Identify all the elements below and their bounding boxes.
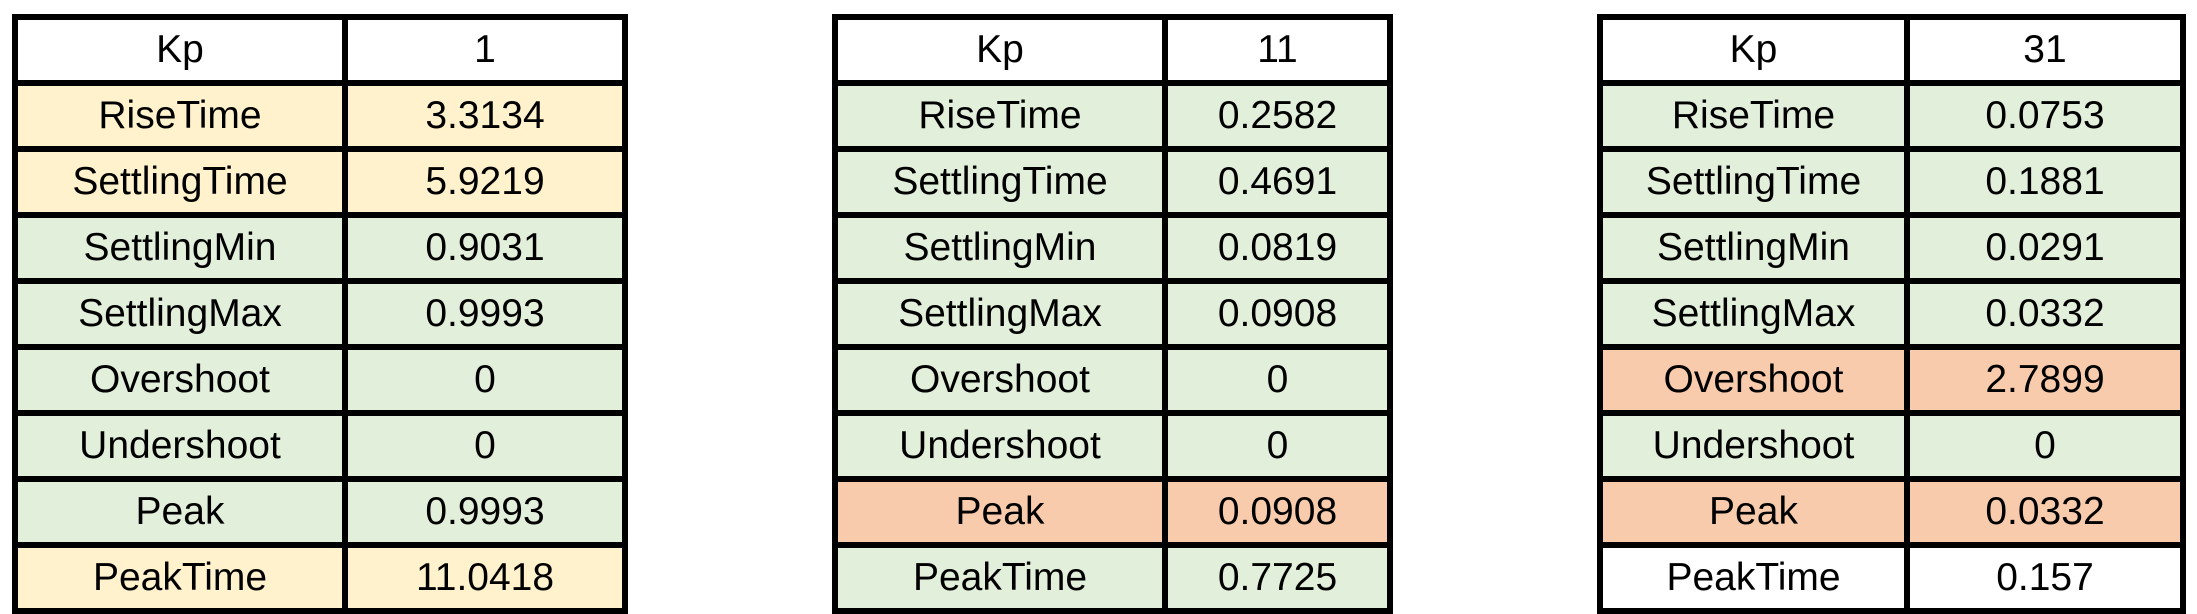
table-row: SettlingMax 0.0908	[832, 278, 1393, 350]
table-row: SettlingMax 0.9993	[12, 278, 628, 350]
metrics-table-kp-1: Kp 1 RiseTime 3.3134 SettlingTime 5.9219 Settl…	[12, 14, 628, 614]
table-row: Overshoot 0	[832, 344, 1393, 416]
metric-value-cell: 0.0753	[1904, 80, 2186, 152]
metric-value-cell: 0.0908	[1162, 476, 1393, 548]
table-body: Kp 1 RiseTime 3.3134 SettlingTime 5.9219 Settl…	[12, 14, 628, 614]
metric-label-cell: Overshoot	[832, 344, 1168, 416]
metric-label-cell: SettlingMax	[832, 278, 1168, 350]
table-row: SettlingTime 0.4691	[832, 146, 1393, 218]
table-row: RiseTime 3.3134	[12, 80, 628, 152]
table-row: SettlingMin 0.0819	[832, 212, 1393, 284]
metric-label-cell: Undershoot	[12, 410, 348, 482]
header-value-cell: 31	[1904, 14, 2186, 86]
metric-label-cell: PeakTime	[832, 542, 1168, 614]
metric-label-cell: SettlingTime	[1597, 146, 1910, 218]
header-row: Kp 1	[12, 14, 628, 86]
table-body: Kp 31 RiseTime 0.0753 SettlingTime 0.1881 Sett…	[1597, 14, 2186, 614]
metric-value-cell: 3.3134	[342, 80, 628, 152]
metric-value-cell: 0	[342, 344, 628, 416]
metric-value-cell: 0.0332	[1904, 476, 2186, 548]
table-row: SettlingMax 0.0332	[1597, 278, 2186, 350]
metric-label-cell: Undershoot	[1597, 410, 1910, 482]
table-row: Peak 0.0908	[832, 476, 1393, 548]
metric-label-cell: SettlingMin	[1597, 212, 1910, 284]
header-value-cell: 11	[1162, 14, 1393, 86]
metric-value-cell: 5.9219	[342, 146, 628, 218]
header-row: Kp 11	[832, 14, 1393, 86]
metric-value-cell: 0.9993	[342, 278, 628, 350]
metric-label-cell: RiseTime	[12, 80, 348, 152]
metric-value-cell: 0.2582	[1162, 80, 1393, 152]
metric-label-cell: Peak	[12, 476, 348, 548]
metric-value-cell: 0	[342, 410, 628, 482]
table-row: SettlingMin 0.0291	[1597, 212, 2186, 284]
metric-value-cell: 2.7899	[1904, 344, 2186, 416]
table-row: Overshoot 2.7899	[1597, 344, 2186, 416]
metric-label-cell: RiseTime	[1597, 80, 1910, 152]
metric-label-cell: Undershoot	[832, 410, 1168, 482]
metric-value-cell: 0.9993	[342, 476, 628, 548]
metric-value-cell: 0	[1904, 410, 2186, 482]
table-row: Undershoot 0	[12, 410, 628, 482]
table-row: PeakTime 11.0418	[12, 542, 628, 614]
metric-label-cell: Overshoot	[12, 344, 348, 416]
metric-value-cell: 0.7725	[1162, 542, 1393, 614]
table-row: Peak 0.9993	[12, 476, 628, 548]
table-row: SettlingMin 0.9031	[12, 212, 628, 284]
metric-label-cell: SettlingMin	[12, 212, 348, 284]
table-row: SettlingTime 5.9219	[12, 146, 628, 218]
metric-value-cell: 0	[1162, 410, 1393, 482]
metric-label-cell: SettlingMin	[832, 212, 1168, 284]
metric-label-cell: SettlingTime	[12, 146, 348, 218]
metrics-table-kp-31: Kp 31 RiseTime 0.0753 SettlingTime 0.1881 Sett…	[1597, 14, 2186, 614]
table-row: Undershoot 0	[1597, 410, 2186, 482]
metric-value-cell: 0.0332	[1904, 278, 2186, 350]
table-row: PeakTime 0.157	[1597, 542, 2186, 614]
table-row: RiseTime 0.2582	[832, 80, 1393, 152]
table-row: Undershoot 0	[832, 410, 1393, 482]
metric-value-cell: 0.4691	[1162, 146, 1393, 218]
metric-value-cell: 0.9031	[342, 212, 628, 284]
table-row: Peak 0.0332	[1597, 476, 2186, 548]
metric-value-cell: 0.1881	[1904, 146, 2186, 218]
metric-label-cell: SettlingTime	[832, 146, 1168, 218]
header-row: Kp 31	[1597, 14, 2186, 86]
header-label-cell: Kp	[12, 14, 348, 86]
table-body: Kp 11 RiseTime 0.2582 SettlingTime 0.4691 Sett…	[832, 14, 1393, 614]
metrics-table-kp-11: Kp 11 RiseTime 0.2582 SettlingTime 0.4691 Sett…	[832, 14, 1393, 614]
metric-label-cell: PeakTime	[1597, 542, 1910, 614]
metric-value-cell: 0.0291	[1904, 212, 2186, 284]
metric-value-cell: 0.157	[1904, 542, 2186, 614]
metric-label-cell: PeakTime	[12, 542, 348, 614]
header-label-cell: Kp	[832, 14, 1168, 86]
table-row: RiseTime 0.0753	[1597, 80, 2186, 152]
metric-label-cell: RiseTime	[832, 80, 1168, 152]
table-row: SettlingTime 0.1881	[1597, 146, 2186, 218]
table-row: PeakTime 0.7725	[832, 542, 1393, 614]
metric-value-cell: 0	[1162, 344, 1393, 416]
metric-value-cell: 0.0908	[1162, 278, 1393, 350]
table-row: Overshoot 0	[12, 344, 628, 416]
metric-label-cell: Overshoot	[1597, 344, 1910, 416]
metric-value-cell: 0.0819	[1162, 212, 1393, 284]
metric-label-cell: SettlingMax	[1597, 278, 1910, 350]
metric-label-cell: Peak	[832, 476, 1168, 548]
metric-value-cell: 11.0418	[342, 542, 628, 614]
header-value-cell: 1	[342, 14, 628, 86]
metric-label-cell: SettlingMax	[12, 278, 348, 350]
metric-label-cell: Peak	[1597, 476, 1910, 548]
header-label-cell: Kp	[1597, 14, 1910, 86]
